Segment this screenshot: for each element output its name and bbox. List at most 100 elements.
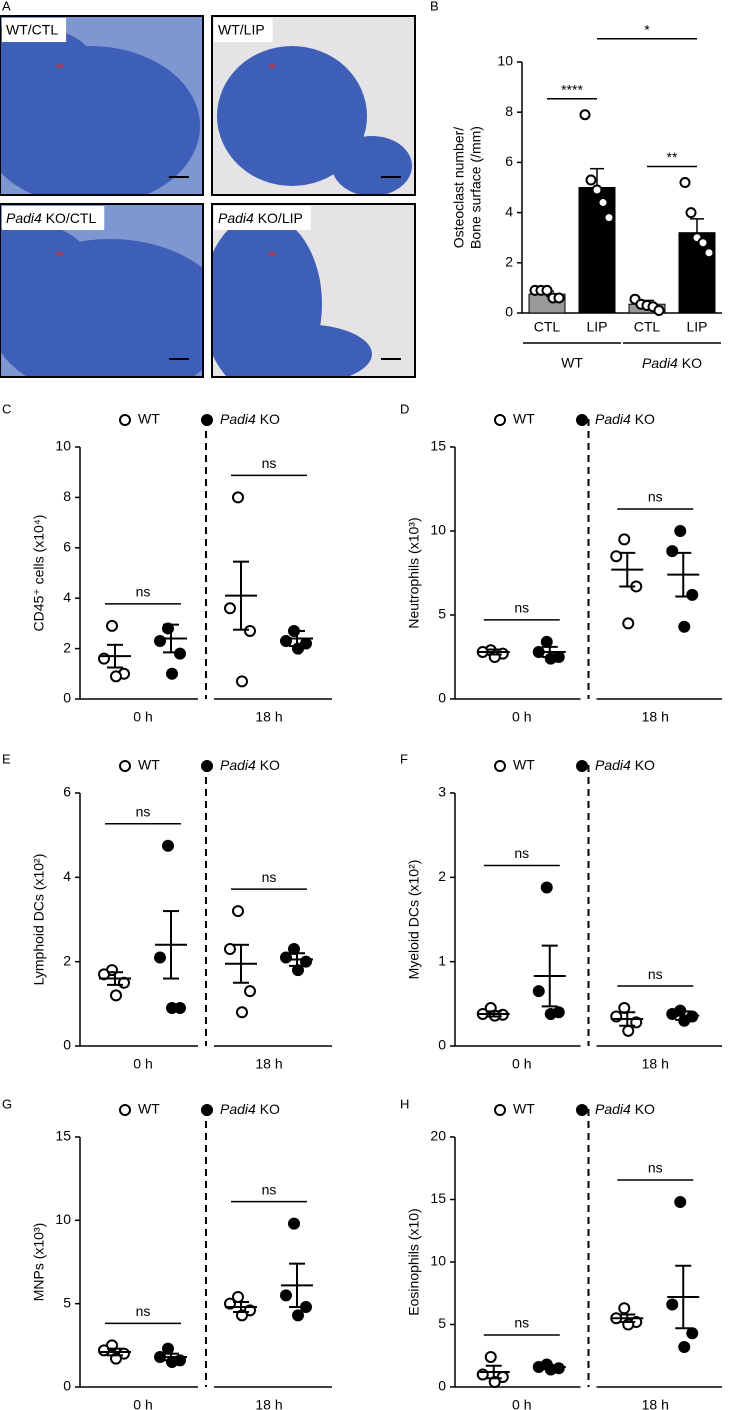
legend-marker xyxy=(494,414,506,426)
bone-tissue xyxy=(217,46,367,186)
data-point xyxy=(679,176,691,188)
data-point xyxy=(236,1006,248,1019)
panel-letter: G xyxy=(2,1096,12,1111)
x-tick-label: CTL xyxy=(534,319,561,335)
image-border xyxy=(211,15,416,196)
bar xyxy=(578,187,616,314)
y-tick-label: 10 xyxy=(430,522,446,538)
data-point xyxy=(110,670,122,683)
panel-letter: C xyxy=(2,401,11,416)
significance-label: ns xyxy=(136,584,151,600)
panel-letter: E xyxy=(2,751,11,766)
legend-marker xyxy=(201,414,213,426)
data-point xyxy=(292,1309,304,1322)
y-tick-label: 2 xyxy=(438,868,446,884)
significance-label: ns xyxy=(262,1181,277,1197)
panel-letter: B xyxy=(430,0,439,13)
data-point xyxy=(678,620,691,633)
bone-tissue xyxy=(0,224,90,304)
legend-label: WT xyxy=(513,1101,535,1117)
y-tick-label: 10 xyxy=(55,438,71,454)
legend-marker xyxy=(119,760,131,772)
x-tick-label: 18 h xyxy=(642,1056,669,1072)
image-border xyxy=(0,15,204,196)
y-tick-label: 3 xyxy=(438,784,446,800)
data-point xyxy=(98,1344,110,1357)
data-point xyxy=(591,184,603,196)
legend-label: Padi4 KO xyxy=(595,757,655,773)
legend-label: WT xyxy=(513,411,535,427)
y-tick-label: 8 xyxy=(63,488,71,504)
data-point xyxy=(162,1342,174,1355)
data-point xyxy=(553,292,565,304)
legend-label: WT xyxy=(513,757,535,773)
legend-label: Padi4 KO xyxy=(220,757,280,773)
y-tick-label: 0 xyxy=(63,1037,71,1053)
y-tick-label: 4 xyxy=(63,868,71,884)
legend-label: WT xyxy=(138,411,160,427)
significance-label: ** xyxy=(667,149,678,165)
x-tick-label: 18 h xyxy=(255,1397,282,1410)
image-label: WT/LIP xyxy=(218,22,265,38)
y-tick-label: 15 xyxy=(430,1190,446,1206)
image-label: Padi4 KO/LIP xyxy=(218,210,303,226)
y-tick-label: 0 xyxy=(63,690,71,706)
y-tick-label: 5 xyxy=(438,606,446,622)
data-point xyxy=(603,212,615,224)
y-axis-label: Neutrophils (x10³) xyxy=(406,517,422,628)
stain xyxy=(56,252,64,256)
label-background xyxy=(214,18,273,42)
image-label: Padi4 KO/CTL xyxy=(6,210,96,226)
y-tick-label: 5 xyxy=(63,1294,71,1310)
data-point xyxy=(697,237,709,249)
legend-marker xyxy=(494,1104,506,1116)
legend-marker xyxy=(576,414,588,426)
data-point xyxy=(110,989,122,1002)
significance-label: * xyxy=(644,21,650,37)
legend-marker xyxy=(119,414,131,426)
data-point xyxy=(597,197,609,209)
data-point xyxy=(618,1302,631,1315)
significance-label: ns xyxy=(262,455,277,471)
y-tick-label: 5 xyxy=(438,1315,446,1331)
data-point xyxy=(686,1327,699,1340)
legend-marker xyxy=(494,760,506,772)
significance-label: **** xyxy=(561,81,583,97)
legend-label: Padi4 KO xyxy=(220,1101,280,1117)
legend-marker xyxy=(576,1104,588,1116)
histology-image xyxy=(0,204,203,377)
significance-label: ns xyxy=(514,600,529,616)
data-point xyxy=(162,839,174,852)
y-tick-label: 6 xyxy=(63,539,71,555)
y-tick-label: 0 xyxy=(438,1378,446,1394)
x-tick-label: 18 h xyxy=(255,1056,282,1072)
data-point xyxy=(610,550,623,563)
significance-label: ns xyxy=(136,1303,151,1319)
data-point xyxy=(232,491,244,504)
data-point xyxy=(166,1002,178,1015)
image-border xyxy=(211,203,416,378)
data-point xyxy=(224,602,236,615)
significance-label: ns xyxy=(648,966,663,982)
legend-label: Padi4 KO xyxy=(595,1101,655,1117)
significance-label: ns xyxy=(136,803,151,819)
data-point xyxy=(224,943,236,956)
x-tick-label: 18 h xyxy=(642,1397,669,1410)
group-label: Padi4 KO xyxy=(642,355,702,371)
y-tick-label: 2 xyxy=(63,952,71,968)
panel-letter: D xyxy=(400,401,409,416)
data-point xyxy=(653,304,665,316)
y-tick-label: 8 xyxy=(505,103,513,119)
legend-marker xyxy=(576,760,588,772)
stain xyxy=(268,252,276,256)
y-tick-label: 0 xyxy=(438,690,446,706)
x-tick-label: 0 h xyxy=(133,1056,152,1072)
legend-label: WT xyxy=(138,1101,160,1117)
x-tick-label: 0 h xyxy=(133,709,152,725)
histology-image xyxy=(212,204,415,377)
label-background xyxy=(214,206,311,230)
legend-marker xyxy=(201,1104,213,1116)
data-point xyxy=(244,985,256,998)
y-tick-label: 10 xyxy=(497,53,513,69)
x-tick-label: 0 h xyxy=(512,709,531,725)
